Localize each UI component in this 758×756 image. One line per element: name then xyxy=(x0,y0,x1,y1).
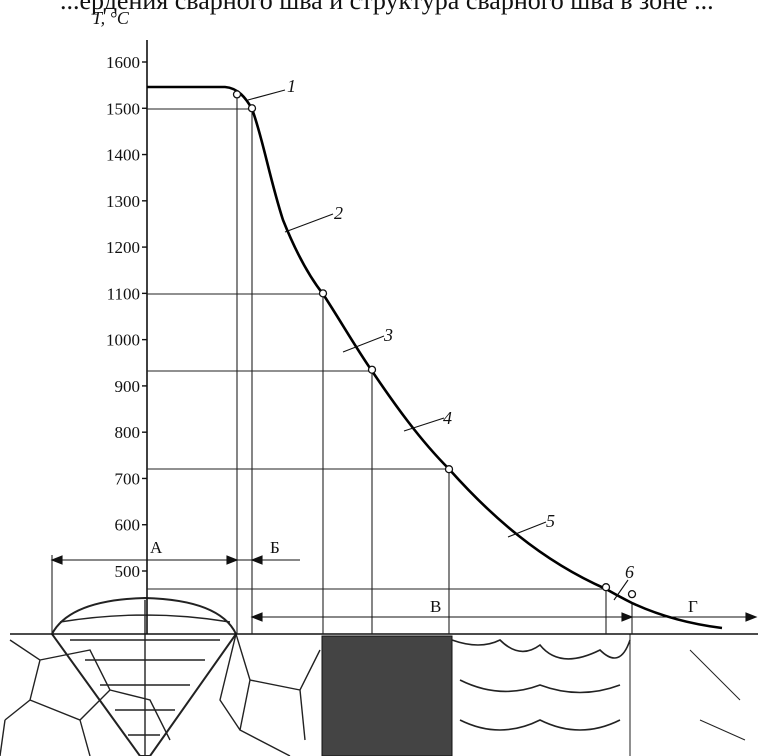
curve-point xyxy=(444,465,454,474)
y-tick-label: 600 xyxy=(115,516,141,535)
y-tick-label: 1300 xyxy=(106,192,140,211)
y-axis-ticks: 1600 1500 1400 1300 1200 1100 1000 900 800 700 600… xyxy=(106,53,147,581)
zone-label-g: Г xyxy=(688,597,698,616)
zone-label-b: Б xyxy=(270,538,280,557)
y-tick-label: 1100 xyxy=(107,284,140,303)
y-axis-label: T, °C xyxy=(92,8,130,28)
zone-label-v: В xyxy=(430,597,441,616)
reference-lines xyxy=(51,96,633,634)
curve-point xyxy=(318,289,328,298)
fine-grain-region xyxy=(321,635,453,756)
y-tick-label: 1500 xyxy=(106,99,140,118)
curve-label-4: 4 xyxy=(443,408,452,428)
leader-lines xyxy=(247,89,629,601)
y-tick-label: 1600 xyxy=(106,53,140,72)
curve-point xyxy=(627,589,637,599)
caption-fragment: ...ердения сварного шва и структура свар… xyxy=(60,0,714,15)
microstructure-illustration xyxy=(0,596,758,756)
y-tick-label: 700 xyxy=(115,469,141,488)
cooling-curve xyxy=(147,85,723,630)
zone-label-a: А xyxy=(150,538,163,557)
y-tick-label: 900 xyxy=(115,377,141,396)
curve-label-5: 5 xyxy=(546,511,555,531)
curve-label-2: 2 xyxy=(334,203,343,223)
curve-point xyxy=(601,583,611,592)
zone-dimensions xyxy=(50,555,758,622)
y-tick-label: 1400 xyxy=(106,146,140,165)
y-tick-label: 1000 xyxy=(106,331,140,350)
curve-point xyxy=(367,365,377,374)
y-tick-label: 800 xyxy=(115,423,141,442)
y-tick-label: 1200 xyxy=(106,238,140,257)
curve-label-6: 6 xyxy=(625,562,634,582)
y-tick-label: 500 xyxy=(115,562,141,581)
curve-label-3: 3 xyxy=(383,325,393,345)
curve-point xyxy=(232,90,242,99)
curve-label-1: 1 xyxy=(287,76,296,96)
curve-points xyxy=(232,90,637,599)
curve-point xyxy=(247,104,257,113)
